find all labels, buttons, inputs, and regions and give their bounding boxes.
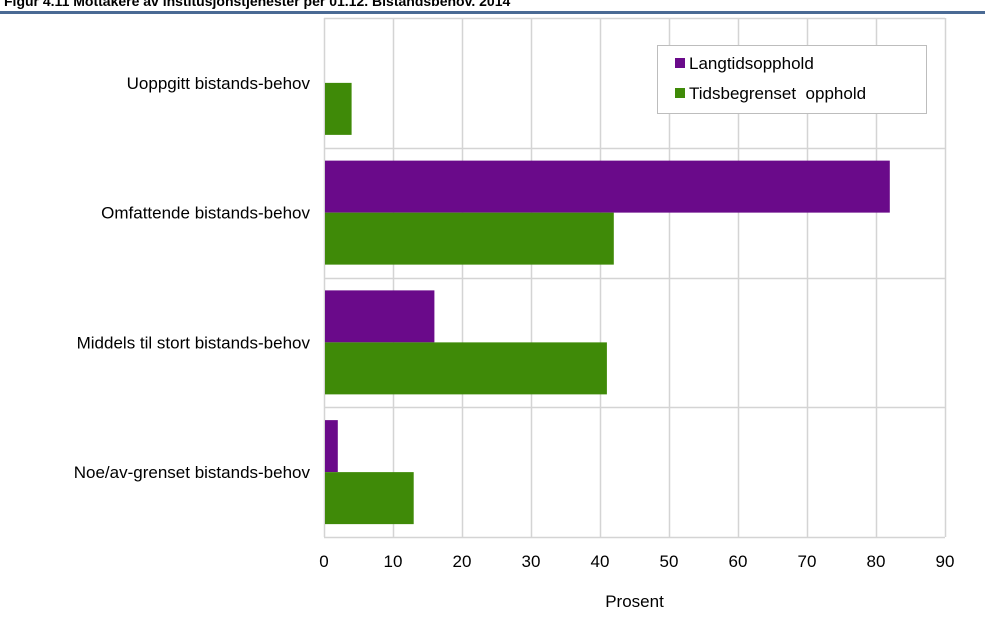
bar-tidsbegrenset-opphold <box>325 472 414 525</box>
category-label: Middels til stort bistands-behov <box>77 333 311 352</box>
x-tick-label: 0 <box>319 552 328 571</box>
legend-swatch <box>675 88 685 98</box>
x-tick-label: 10 <box>384 552 403 571</box>
figure-caption: Figur 4.11 Mottakere av institusjonstjen… <box>4 0 511 9</box>
legend-label: Tidsbegrenset opphold <box>689 84 866 103</box>
bar-langtidsopphold <box>325 160 890 213</box>
bar-langtidsopphold <box>325 290 435 343</box>
x-tick-label: 50 <box>660 552 679 571</box>
bars <box>325 82 890 525</box>
x-tick-label: 60 <box>729 552 748 571</box>
figure-header: Figur 4.11 Mottakere av institusjonstjen… <box>0 0 985 14</box>
legend-box <box>657 45 927 114</box>
bar-tidsbegrenset-opphold <box>325 342 607 395</box>
bar-langtidsopphold <box>325 420 338 473</box>
x-tick-label: 40 <box>591 552 610 571</box>
category-label: Uoppgitt bistands-behov <box>127 74 311 93</box>
x-tick-label: 90 <box>936 552 955 571</box>
bar-tidsbegrenset-opphold <box>325 212 614 265</box>
legend: Langtidsopphold Tidsbegrenset opphold <box>657 45 927 114</box>
category-label: Noe/av-grenset bistands-behov <box>74 463 311 482</box>
x-tick-label: 20 <box>453 552 472 571</box>
caption-divider <box>0 11 985 14</box>
grid-lines <box>323 17 947 539</box>
x-axis-title: Prosent <box>605 592 664 611</box>
x-tick-label: 30 <box>522 552 541 571</box>
category-label: Omfattende bistands-behov <box>101 204 310 223</box>
x-tick-label: 80 <box>867 552 886 571</box>
legend-swatch <box>675 58 685 68</box>
legend-label: Langtidsopphold <box>689 54 814 73</box>
axes: Uoppgitt bistands-behov Omfattende bistan… <box>74 74 955 611</box>
x-tick-label: 70 <box>798 552 817 571</box>
bar-tidsbegrenset-opphold <box>325 82 352 135</box>
